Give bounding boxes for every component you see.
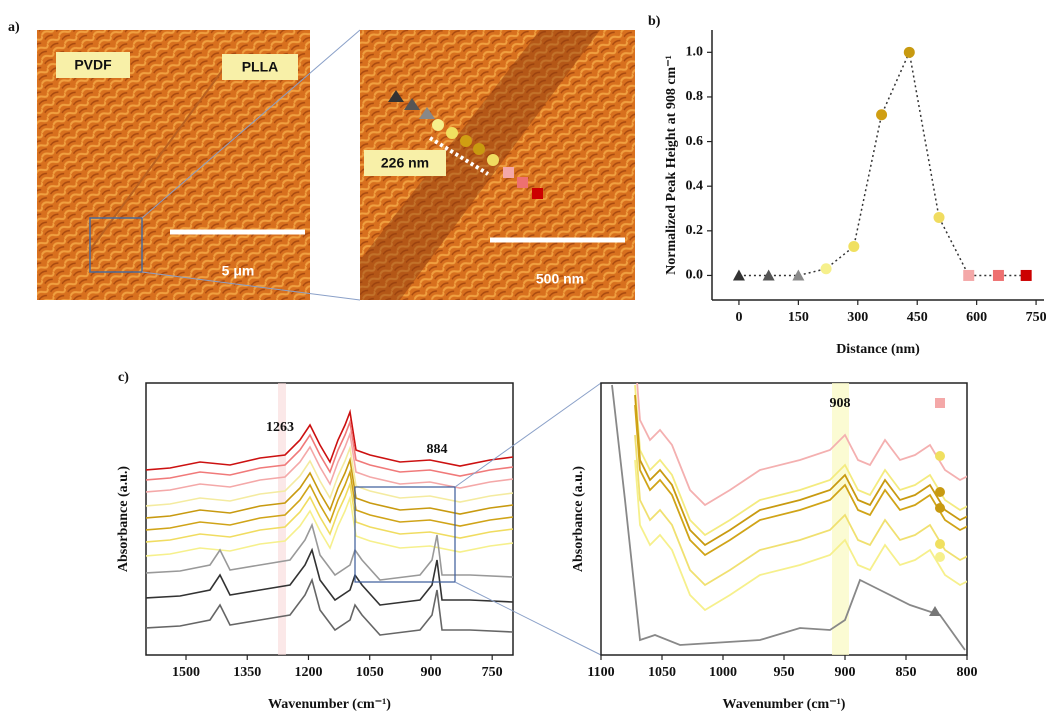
x-tick-label: 150 <box>788 310 809 325</box>
spectrum <box>146 447 513 507</box>
point <box>933 211 945 223</box>
x-tick-label: 750 <box>482 665 503 680</box>
scale-label: 500 nm <box>536 271 584 287</box>
x-axis-label: Distance (nm) <box>836 342 920 357</box>
spectrum <box>146 433 513 493</box>
y-tick-label: 0.8 <box>686 89 704 104</box>
x-tick-label: 300 <box>847 310 868 325</box>
afm-label: PLLA <box>242 59 279 75</box>
x-tick-label: 600 <box>966 310 987 325</box>
zoom-box <box>89 217 143 273</box>
marker <box>432 119 444 131</box>
zoom-line <box>141 29 361 219</box>
x-tick-label: 1350 <box>233 665 261 680</box>
y-tick-label: 0.4 <box>686 178 704 193</box>
label-bg <box>364 150 446 176</box>
marker <box>446 127 458 139</box>
x-tick-label: 950 <box>774 665 795 680</box>
point <box>963 269 975 281</box>
x-tick-label: 1000 <box>709 665 737 680</box>
x-tick-label: 850 <box>896 665 917 680</box>
marker <box>935 539 945 549</box>
marker <box>419 107 435 119</box>
y-tick-label: 0.2 <box>686 223 704 238</box>
annotation: 884 <box>427 442 448 457</box>
x-tick-label: 0 <box>735 310 742 325</box>
marker <box>935 487 945 497</box>
point <box>848 240 860 252</box>
profile-line <box>428 136 490 176</box>
x-axis-label: Wavenumber (cm⁻¹) <box>268 697 391 712</box>
zoom-box <box>354 486 456 583</box>
dark-band <box>360 30 600 300</box>
x-tick-label: 800 <box>957 665 978 680</box>
spectrum <box>611 384 966 651</box>
marker <box>487 154 499 166</box>
x-tick-label: 1100 <box>587 665 614 680</box>
point <box>732 269 745 281</box>
plot-frame <box>600 382 968 656</box>
marker <box>935 398 945 408</box>
x-axis-label: Wavenumber (cm⁻¹) <box>723 697 846 712</box>
point <box>820 263 832 275</box>
annotation: 1263 <box>266 420 294 435</box>
y-tick-label: 0.6 <box>686 134 704 149</box>
spectrum <box>146 411 513 471</box>
marker <box>935 451 945 461</box>
afm-label: 226 nm <box>381 155 429 171</box>
marker <box>388 90 404 102</box>
point <box>1020 269 1032 281</box>
marker <box>517 177 528 188</box>
spectrum <box>146 459 513 519</box>
x-tick-label: 1200 <box>294 665 322 680</box>
point <box>876 109 888 121</box>
spectrum <box>146 579 513 636</box>
y-axis-label: Absorbance (a.u.) <box>116 466 131 573</box>
marker <box>935 503 945 513</box>
point <box>992 269 1004 281</box>
label-bg <box>56 52 130 78</box>
y-tick-label: 1.0 <box>686 45 704 60</box>
x-tick-label: 1050 <box>648 665 676 680</box>
marker <box>460 135 472 147</box>
spectrum <box>146 497 513 557</box>
panel-label: b) <box>648 14 661 29</box>
x-tick-label: 900 <box>420 665 441 680</box>
scale-label: 5 μm <box>222 263 255 279</box>
spectrum <box>146 421 513 481</box>
spectrum <box>146 549 513 606</box>
x-tick-label: 1500 <box>172 665 200 680</box>
y-axis-label: Normalized Peak Height at 908 cm⁻¹ <box>664 55 679 275</box>
marker <box>503 167 514 178</box>
afm-label: PVDF <box>74 57 112 73</box>
marker <box>473 143 485 155</box>
point <box>762 269 775 281</box>
trend-line <box>738 49 1027 277</box>
x-tick-label: 750 <box>1026 310 1046 325</box>
marker <box>929 606 941 616</box>
point <box>792 269 805 281</box>
zoom-line <box>454 382 602 488</box>
spectra <box>146 411 513 636</box>
y-axis-label: Absorbance (a.u.) <box>571 466 586 573</box>
point <box>903 46 915 58</box>
label-bg <box>222 54 298 80</box>
spectra <box>611 383 967 651</box>
annotation: 908 <box>830 396 851 411</box>
x-tick-label: 450 <box>907 310 928 325</box>
panel-label: c) <box>118 370 129 385</box>
plot-frame <box>145 382 514 656</box>
highlight <box>278 383 286 655</box>
panel-label: a) <box>8 20 20 35</box>
zoom-line <box>141 271 361 301</box>
spectrum <box>634 394 967 546</box>
x-tick-label: 1050 <box>356 665 384 680</box>
marker <box>532 188 543 199</box>
marker <box>935 552 945 562</box>
zoom-line <box>454 581 602 656</box>
x-tick-label: 900 <box>835 665 856 680</box>
marker <box>404 98 420 110</box>
y-tick-label: 0.0 <box>686 268 704 283</box>
